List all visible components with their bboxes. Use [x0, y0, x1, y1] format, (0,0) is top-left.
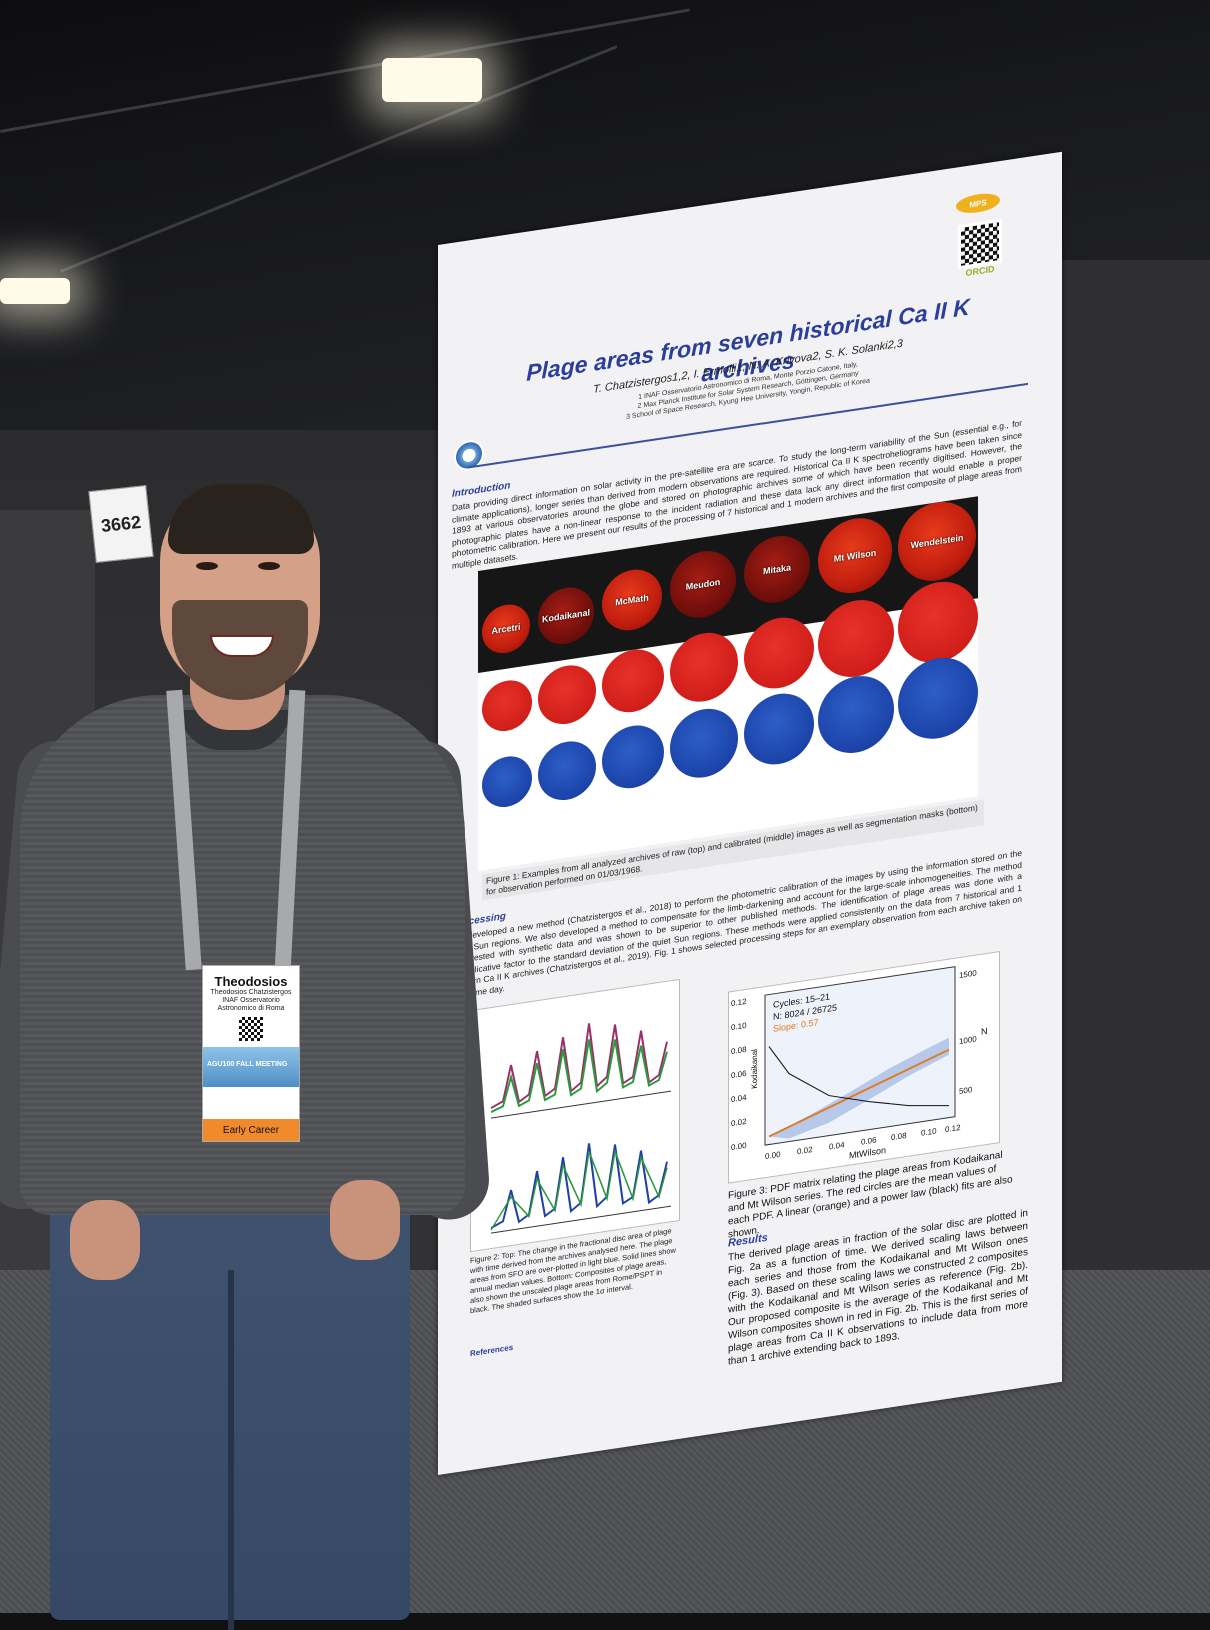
fig3-x-tick: 0.04	[829, 1140, 845, 1151]
badge-event: AGU100 FALL MEETING	[207, 1061, 288, 1068]
archive-disk-calibrated	[482, 676, 532, 735]
badge-tag: Early Career	[203, 1119, 299, 1141]
archive-disk-mask	[898, 652, 978, 745]
fig3-y-tick: 0.00	[731, 1141, 747, 1152]
archive-disk-mask	[670, 704, 738, 783]
fig3-y-tick: 0.10	[731, 1021, 747, 1032]
fig3-x-tick: 0.08	[891, 1131, 907, 1142]
archive-disk-calibrated	[538, 661, 596, 729]
archive-disk-mask	[818, 670, 894, 759]
qr-code-icon	[958, 218, 1002, 270]
ceiling-light	[0, 278, 70, 304]
archive-disk-calibrated	[602, 645, 664, 717]
fig3-ylabel: Kodaikanal	[750, 1048, 759, 1089]
archive-disk-mask	[602, 721, 664, 793]
figure-3-pdf-matrix: Cycles: 15–21 N: 8024 / 26725 Slope: 0.5…	[728, 951, 1000, 1184]
mps-logo: MPS	[956, 191, 1000, 216]
archive-disk-mask	[538, 737, 596, 805]
badge-organization: INAF Osservatorio Astronomico di Roma	[217, 997, 285, 1012]
fig3-n-tick: 1000	[959, 1034, 977, 1046]
fig3-ylabel-right: N	[981, 1026, 988, 1037]
badge-first-name: Theodosios	[214, 974, 288, 989]
research-poster: MPS ORCID Plage areas from seven histori…	[438, 151, 1062, 1476]
right-eye	[258, 562, 280, 570]
fig3-n-tick: 1500	[959, 968, 977, 980]
figure-3-plot: Cycles: 15–21 N: 8024 / 26725 Slope: 0.5…	[731, 966, 988, 1161]
fig3-xlabel: MtWilson	[849, 1145, 886, 1160]
fig3-x-tick: 0.02	[797, 1145, 813, 1156]
fig3-n-tick: 500	[959, 1085, 973, 1096]
name-badge: Theodosios Theodosios Chatzistergos INAF…	[202, 965, 300, 1142]
fig3-y-tick: 0.04	[731, 1093, 747, 1104]
fig3-x-tick: 0.10	[921, 1126, 937, 1137]
fig3-y-tick: 0.02	[731, 1117, 747, 1128]
badge-full-name: Theodosios Chatzistergos	[210, 989, 292, 996]
fig3-y-tick: 0.06	[731, 1069, 747, 1080]
left-eye	[196, 562, 218, 570]
badge-qr-code-icon	[239, 1017, 263, 1041]
hair	[168, 484, 314, 554]
jeans-seam	[228, 1270, 234, 1630]
fig3-y-tick: 0.08	[731, 1045, 747, 1056]
fig3-x-tick: 0.00	[765, 1150, 781, 1161]
references: References	[470, 1342, 514, 1359]
left-hand	[70, 1200, 140, 1280]
ceiling-light	[382, 58, 482, 102]
archive-disk-mask	[744, 688, 814, 770]
fig3-x-tick: 0.06	[861, 1135, 877, 1146]
presenter-person: Theodosios Theodosios Chatzistergos INAF…	[0, 470, 492, 1630]
fig3-x-tick: 0.12	[945, 1123, 961, 1134]
badge-event-banner: AGU100 FALL MEETING	[203, 1047, 299, 1087]
archive-disk-mask	[482, 752, 532, 811]
right-hand	[330, 1180, 400, 1260]
figure-2-timeseries	[470, 978, 680, 1253]
figure-2-plot	[490, 1023, 671, 1234]
fig3-y-tick: 0.12	[731, 997, 747, 1008]
